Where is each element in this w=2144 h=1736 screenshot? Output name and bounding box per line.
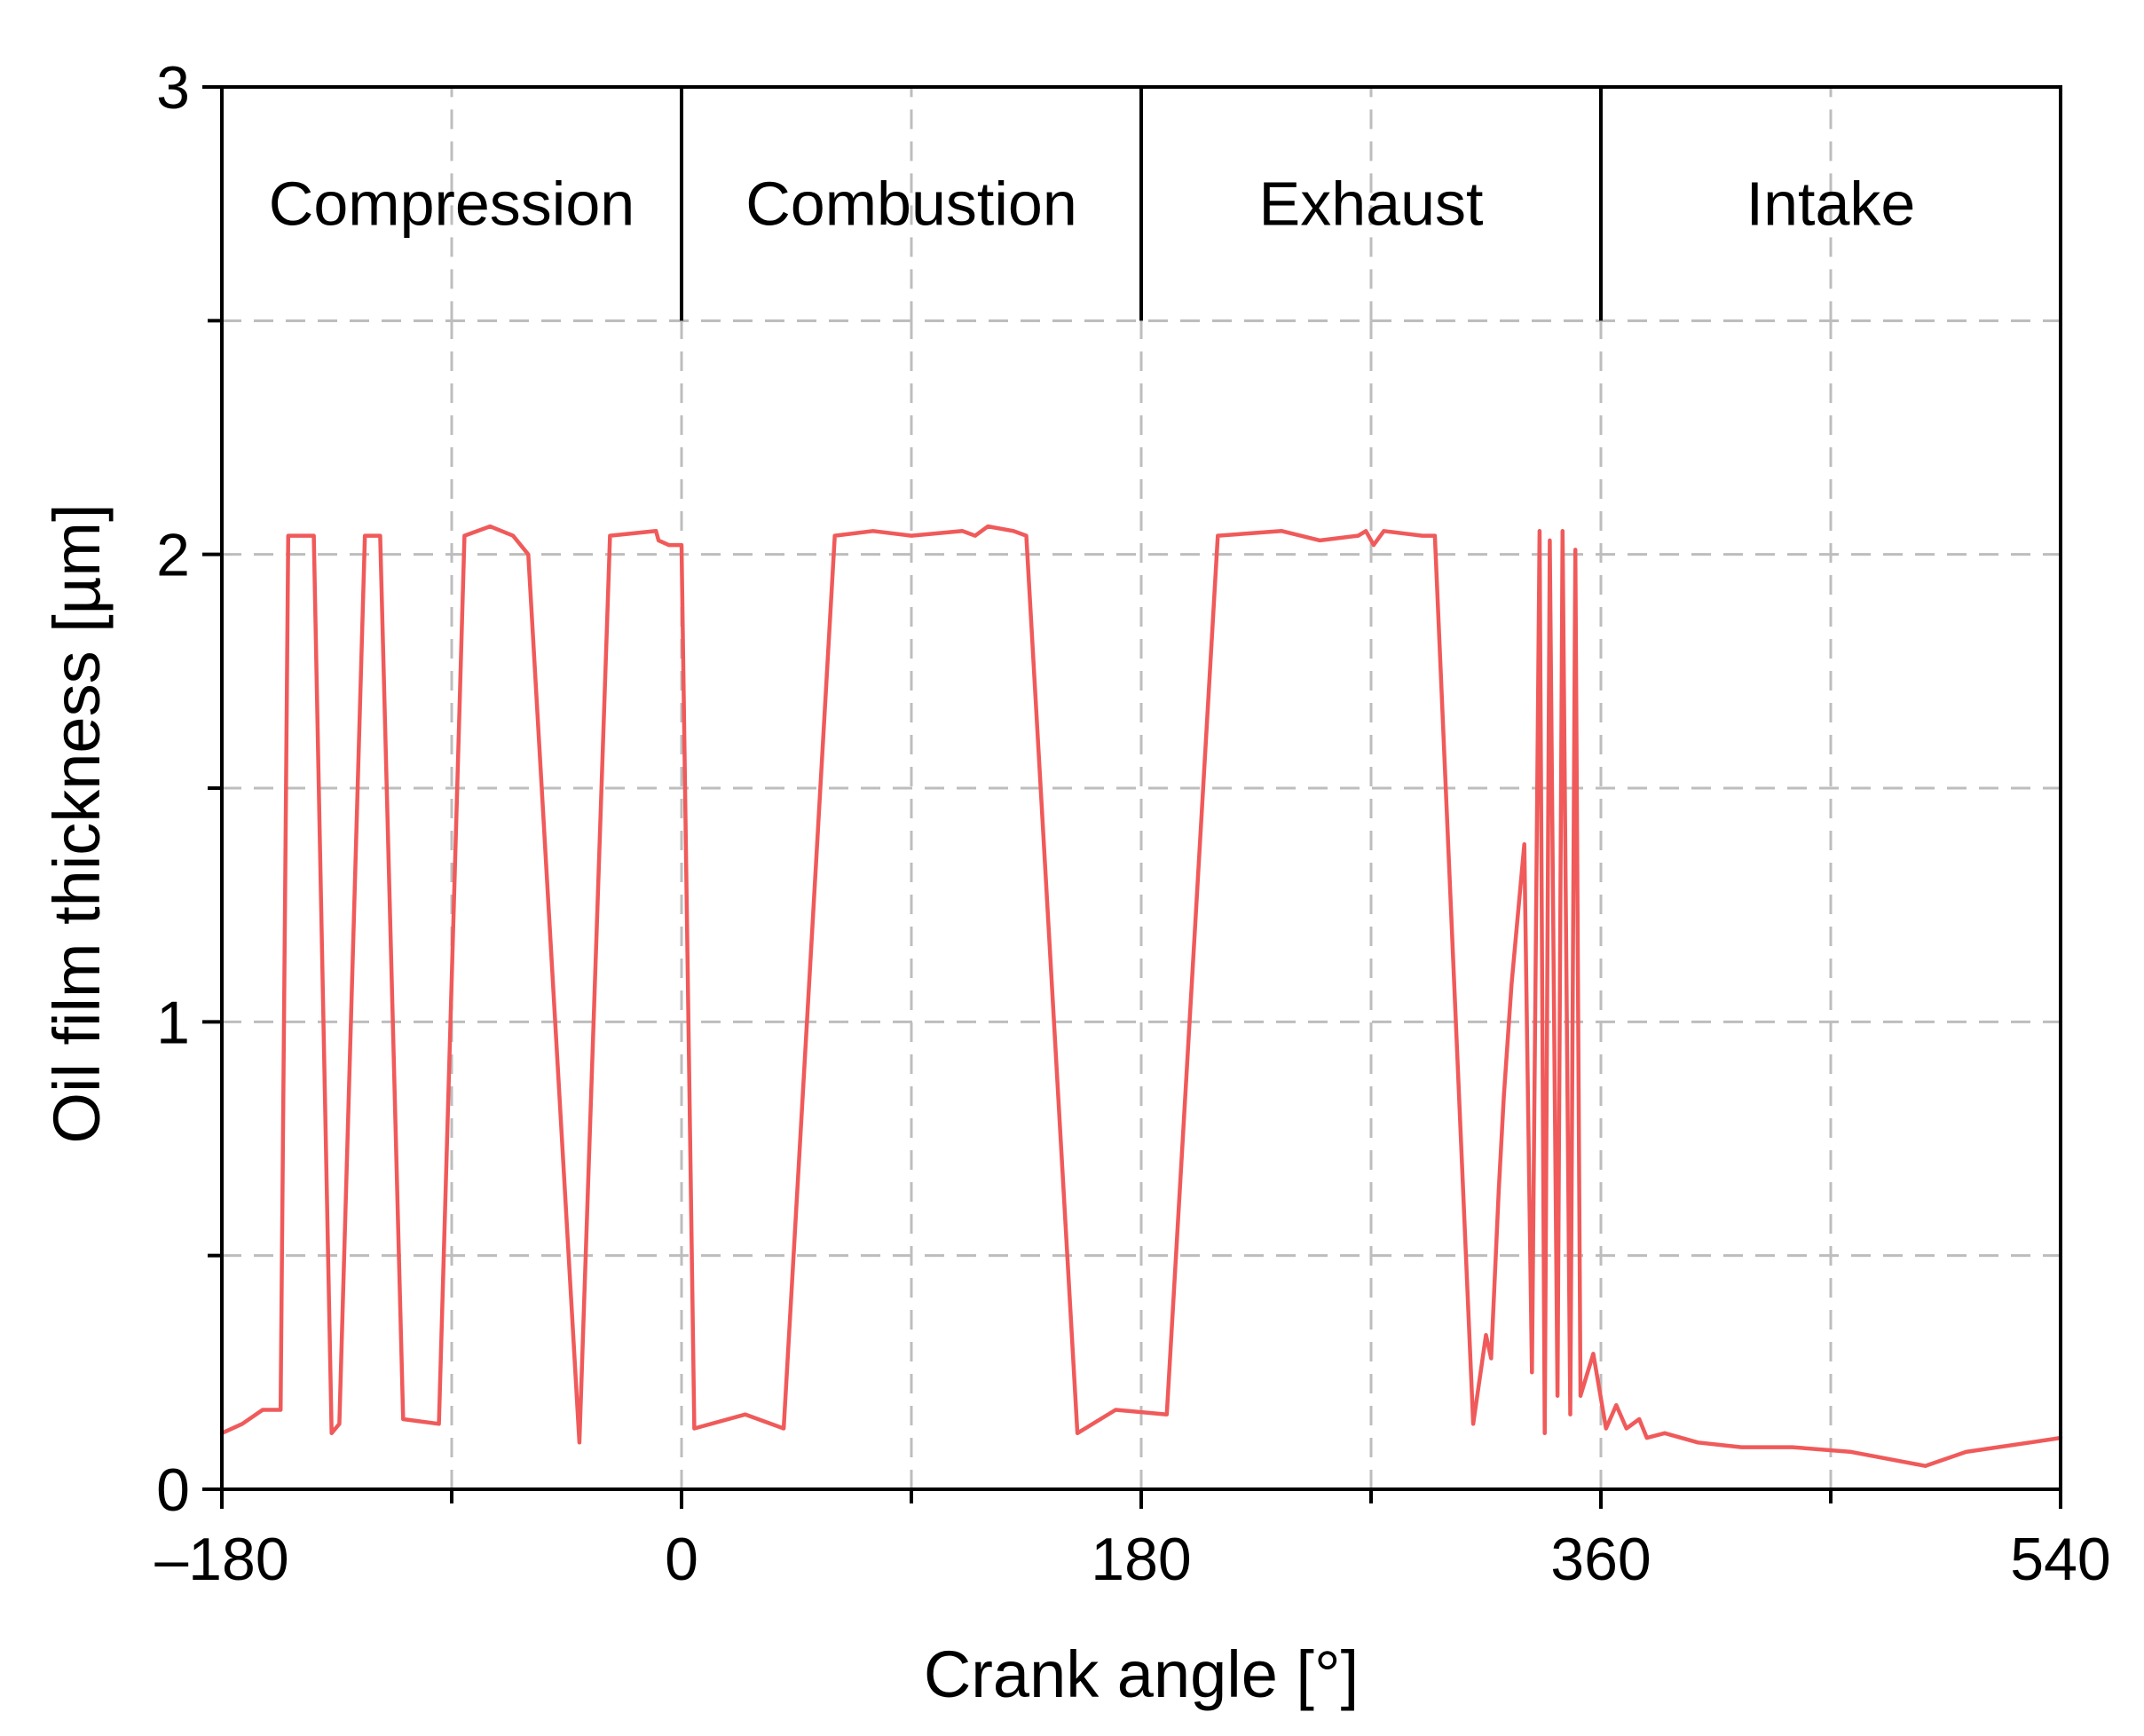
x-tick-label: 540 — [2010, 1526, 2110, 1593]
phase-label-intake: Intake — [1746, 170, 1916, 239]
y-tick-label: 3 — [156, 54, 190, 122]
phase-label-compression: Compression — [269, 170, 635, 239]
x-tick-label: 0 — [665, 1526, 698, 1593]
y-axis-title: Oil film thickness [µm] — [40, 503, 114, 1143]
phase-label-exhaust: Exhaust — [1259, 170, 1484, 239]
series-line-0 — [219, 524, 2063, 1468]
series-layer — [219, 524, 2063, 1468]
phase-band-layer: Compression Combustion Exhaust Intake — [222, 87, 2061, 322]
y-tick-label: 1 — [156, 989, 190, 1056]
x-axis-title: Crank angle [°] — [924, 1637, 1359, 1711]
phase-label-combustion: Combustion — [745, 170, 1077, 239]
x-tick-label: 180 — [1091, 1526, 1191, 1593]
y-tick-label: 0 — [156, 1456, 190, 1524]
y-tick-label: 2 — [156, 522, 190, 589]
x-tick-label: –180 — [154, 1526, 288, 1593]
x-tick-label: 360 — [1550, 1526, 1651, 1593]
